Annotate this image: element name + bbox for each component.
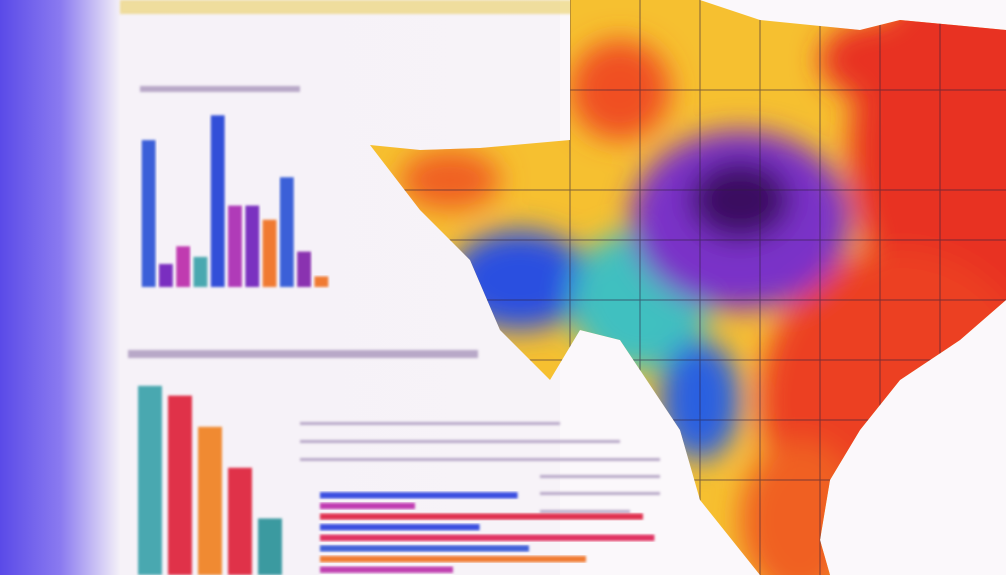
bar <box>262 219 277 287</box>
bar <box>138 385 162 575</box>
bar <box>258 518 282 575</box>
bar <box>141 140 156 287</box>
bar <box>320 555 586 563</box>
bar <box>228 467 252 575</box>
bar <box>228 205 242 287</box>
bar <box>297 251 311 287</box>
bar <box>320 534 655 541</box>
bar <box>279 177 294 287</box>
bar <box>320 566 453 573</box>
bar <box>245 205 260 287</box>
bar <box>320 513 643 520</box>
charts <box>138 115 655 575</box>
bar <box>193 256 208 287</box>
bar <box>314 276 329 287</box>
bar <box>320 524 480 531</box>
bar <box>320 502 415 510</box>
bar <box>198 426 222 575</box>
bar <box>168 395 192 575</box>
bar <box>176 246 191 287</box>
bar <box>320 545 529 552</box>
bar <box>159 263 173 287</box>
decor-text <box>120 0 660 513</box>
bar <box>320 492 518 499</box>
bar <box>210 115 225 287</box>
